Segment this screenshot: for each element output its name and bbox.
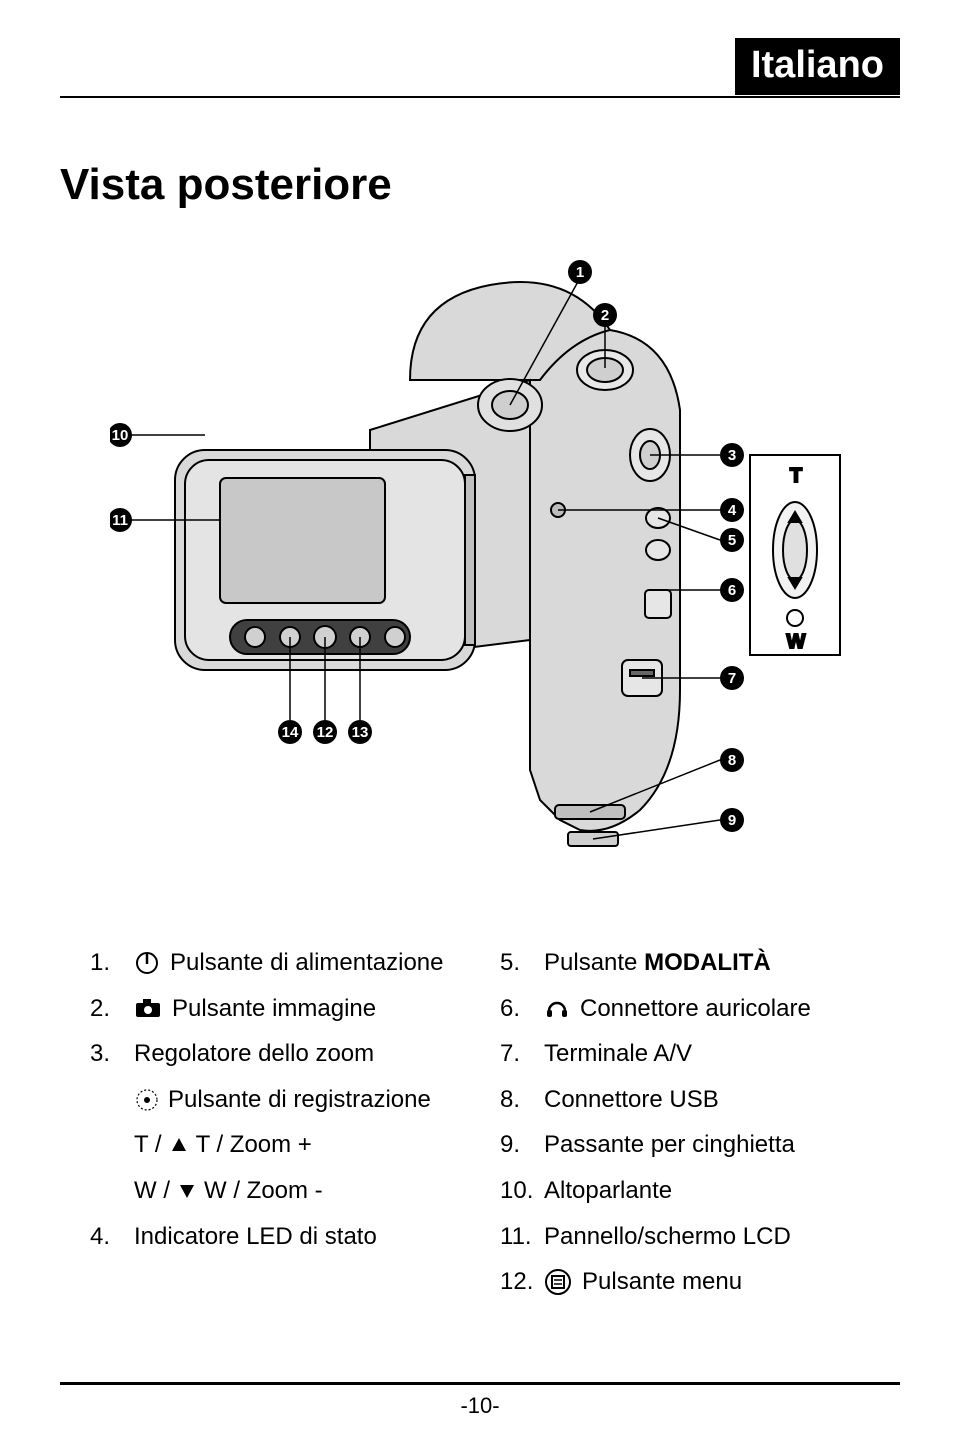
headphone-icon [544, 995, 570, 1021]
item-num: 10. [500, 1168, 534, 1214]
item-num: 3. [90, 1031, 124, 1077]
item-num: 9. [500, 1122, 534, 1168]
list-item: 6. Connettore auricolare [500, 986, 890, 1032]
item-label: Pulsante di alimentazione [170, 940, 444, 986]
sub-item: T / T / Zoom + [134, 1122, 480, 1168]
svg-text:13: 13 [352, 724, 369, 741]
w-prefix: W / [134, 1168, 170, 1214]
legend-right-column: 5. Pulsante MODALITÀ 6. Connettore auric… [500, 940, 890, 1305]
list-item: 4. Indicatore LED di stato [90, 1214, 480, 1260]
sub-item: Pulsante di registrazione [134, 1077, 480, 1123]
svg-text:1: 1 [576, 264, 584, 281]
page-number: -10- [0, 1393, 960, 1419]
zoom-w-label: W [787, 631, 806, 653]
item-num: 8. [500, 1077, 534, 1123]
list-item: 2. Pulsante immagine [90, 986, 480, 1032]
item-num: 5. [500, 940, 534, 986]
svg-text:8: 8 [728, 752, 736, 769]
item-num: 2. [90, 986, 124, 1032]
svg-text:4: 4 [728, 502, 737, 519]
svg-text:3: 3 [728, 447, 736, 464]
list-item: 7. Terminale A/V [500, 1031, 890, 1077]
item-label: Pulsante menu [582, 1259, 742, 1305]
page-title: Vista posteriore [60, 160, 392, 210]
power-icon [134, 950, 160, 976]
item-label: Indicatore LED di stato [134, 1214, 377, 1260]
triangle-up-icon [170, 1136, 188, 1154]
svg-text:7: 7 [728, 670, 736, 687]
list-item: 8. Connettore USB [500, 1077, 890, 1123]
w-suffix: W / Zoom - [204, 1168, 323, 1214]
item-label-a: Pulsante [544, 949, 644, 976]
rear-view-diagram: T W 1 2 3 4 5 6 7 8 9 10 11 12 [110, 260, 850, 880]
triangle-down-icon [178, 1182, 196, 1200]
legend-left-column: 1. Pulsante di alimentazione 2. Pulsante… [90, 940, 480, 1305]
item-num: 4. [90, 1214, 124, 1260]
item-label: Passante per cinghietta [544, 1122, 795, 1168]
sub-item: W / W / Zoom - [134, 1168, 480, 1214]
svg-text:9: 9 [728, 812, 736, 829]
svg-text:10: 10 [112, 427, 129, 444]
item-label: Connettore USB [544, 1077, 719, 1123]
item-label: Pannello/schermo LCD [544, 1214, 791, 1260]
t-prefix: T / [134, 1122, 162, 1168]
svg-text:2: 2 [601, 307, 609, 324]
record-icon [134, 1087, 160, 1113]
camera-icon [134, 997, 162, 1019]
zoom-t-label: T [790, 465, 802, 487]
item-label: Pulsante di registrazione [168, 1077, 431, 1123]
item-label: Altoparlante [544, 1168, 672, 1214]
item-label: Connettore auricolare [580, 986, 811, 1032]
list-item: 12. Pulsante menu [500, 1259, 890, 1305]
item-num: 6. [500, 986, 534, 1032]
item-label: Pulsante immagine [172, 986, 376, 1032]
list-item: 10. Altoparlante [500, 1168, 890, 1214]
svg-text:11: 11 [112, 512, 128, 529]
list-item: 9. Passante per cinghietta [500, 1122, 890, 1168]
language-badge: Italiano [735, 38, 900, 95]
item-num: 7. [500, 1031, 534, 1077]
item-num: 11. [500, 1214, 534, 1260]
list-item: 3. Regolatore dello zoom [90, 1031, 480, 1077]
svg-text:14: 14 [282, 724, 299, 741]
list-item: 1. Pulsante di alimentazione [90, 940, 480, 986]
bottom-rule [60, 1382, 900, 1385]
list-item: 5. Pulsante MODALITÀ [500, 940, 890, 986]
item-num: 12. [500, 1259, 534, 1305]
item-num: 1. [90, 940, 124, 986]
svg-text:5: 5 [728, 532, 736, 549]
item-label-b: MODALITÀ [644, 949, 771, 976]
svg-text:12: 12 [317, 724, 334, 741]
list-item: 11. Pannello/schermo LCD [500, 1214, 890, 1260]
item-label: Terminale A/V [544, 1031, 692, 1077]
t-suffix: T / Zoom + [196, 1122, 312, 1168]
menu-icon [544, 1268, 572, 1296]
top-rule [60, 96, 900, 98]
item-label: Regolatore dello zoom [134, 1031, 374, 1077]
svg-text:6: 6 [728, 582, 736, 599]
